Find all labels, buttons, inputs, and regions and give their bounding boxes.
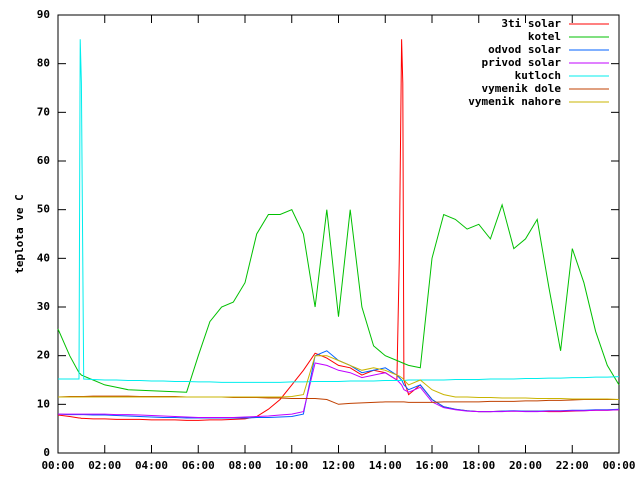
series-line [57, 395, 619, 405]
x-tick-label: 12:00 [322, 459, 355, 472]
x-tick-label: 20:00 [509, 459, 542, 472]
x-tick-label: 04:00 [135, 459, 168, 472]
y-tick-label: 60 [37, 154, 50, 167]
y-tick-label: 30 [37, 300, 50, 313]
legend-label: 3ti solar [501, 17, 561, 30]
x-tick-label: 10:00 [275, 459, 308, 472]
series-line [58, 362, 620, 418]
plot-border [57, 14, 620, 454]
y-tick-label: 90 [37, 8, 50, 21]
x-tick-label: 00:00 [602, 459, 635, 472]
legend-label: kotel [528, 30, 561, 43]
legend-label: vymenik dole [482, 82, 562, 95]
x-tick-label: 00:00 [41, 459, 74, 472]
y-tick-label: 0 [43, 446, 50, 459]
x-tick-label: 18:00 [462, 459, 495, 472]
x-tick-label: 16:00 [415, 459, 448, 472]
x-tick-label: 08:00 [228, 459, 261, 472]
y-tick-label: 80 [37, 57, 50, 70]
legend-label: vymenik nahore [468, 95, 561, 108]
legend-label: privod solar [482, 56, 562, 69]
y-tick-label: 20 [37, 349, 50, 362]
x-tick-label: 06:00 [182, 459, 215, 472]
y-tick-label: 70 [37, 105, 50, 118]
series-line [58, 355, 620, 400]
x-tick-label: 14:00 [369, 459, 402, 472]
y-tick-label: 10 [37, 397, 50, 410]
y-tick-label: 50 [37, 203, 50, 216]
series-line [57, 203, 620, 393]
series-line [58, 39, 620, 383]
y-tick-label: 40 [37, 251, 50, 264]
legend-label: odvod solar [488, 43, 561, 56]
y-axis-label: teplota ve C [13, 194, 26, 273]
x-tick-label: 22:00 [556, 459, 589, 472]
x-tick-label: 02:00 [88, 459, 121, 472]
legend-label: kutloch [515, 69, 561, 82]
